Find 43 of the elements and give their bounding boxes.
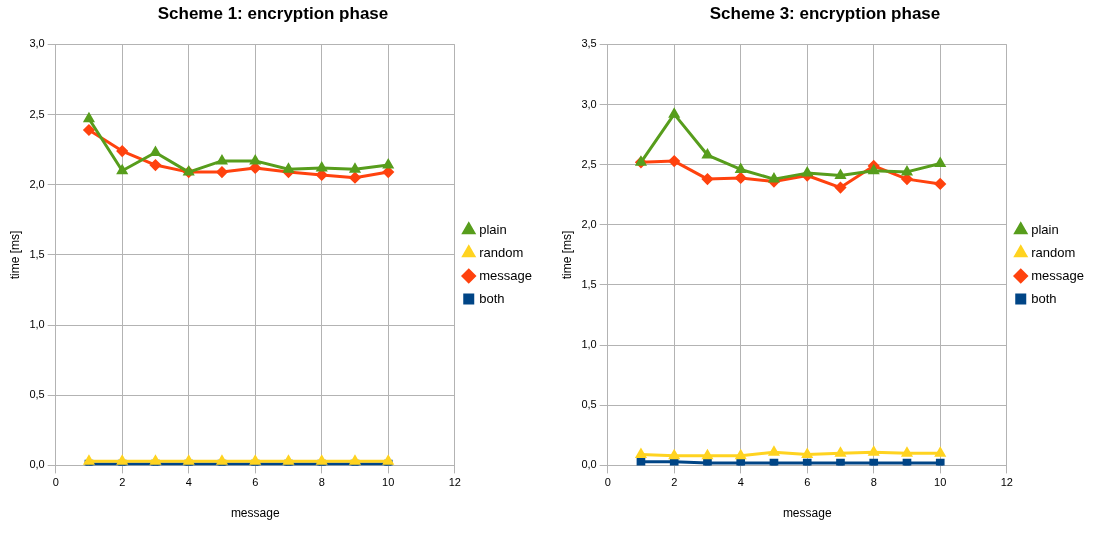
y-tick-label: 0,5 bbox=[29, 388, 45, 401]
legend-label: plain bbox=[479, 221, 507, 237]
y-tick-label: 2,5 bbox=[29, 107, 45, 120]
x-tick-label: 10 bbox=[934, 476, 947, 489]
y-tick-label: 0,5 bbox=[581, 398, 597, 411]
y-tick-label: 0,0 bbox=[29, 458, 45, 471]
x-axis-title: message bbox=[782, 506, 832, 521]
y-tick-label: 1,0 bbox=[29, 318, 45, 331]
legend-label: message bbox=[1031, 267, 1084, 283]
legend-label: plain bbox=[1031, 221, 1059, 237]
legend-label: both bbox=[1031, 290, 1057, 306]
x-tick-label: 6 bbox=[804, 476, 811, 489]
legend-label: message bbox=[479, 267, 532, 283]
y-tick-label: 0,0 bbox=[581, 458, 597, 471]
y-tick-label: 3,0 bbox=[29, 37, 45, 50]
y-tick-label: 3,5 bbox=[581, 37, 597, 50]
y-tick-label: 1,5 bbox=[29, 247, 45, 260]
y-axis-title: time [ms] bbox=[7, 230, 22, 280]
x-tick-label: 8 bbox=[870, 476, 877, 489]
y-tick-label: 2,5 bbox=[581, 157, 597, 170]
y-tick-label: 2,0 bbox=[29, 177, 45, 190]
x-tick-label: 2 bbox=[671, 476, 678, 489]
x-tick-label: 12 bbox=[1000, 476, 1013, 489]
legend-label: both bbox=[479, 290, 505, 306]
legend-label: random bbox=[479, 244, 524, 260]
x-tick-label: 0 bbox=[52, 476, 59, 489]
x-tick-label: 2 bbox=[119, 476, 126, 489]
x-tick-label: 4 bbox=[185, 476, 192, 489]
y-tick-label: 1,0 bbox=[581, 338, 597, 351]
y-tick-label: 2,0 bbox=[581, 217, 597, 230]
y-axis-title: time [ms] bbox=[559, 230, 574, 280]
y-tick-label: 3,0 bbox=[581, 97, 597, 110]
x-tick-label: 12 bbox=[448, 476, 461, 489]
y-tick-label: 1,5 bbox=[581, 278, 597, 290]
legend-label: random bbox=[1031, 244, 1076, 260]
x-tick-label: 10 bbox=[382, 476, 395, 489]
x-tick-label: 0 bbox=[604, 476, 611, 489]
x-tick-label: 6 bbox=[252, 476, 259, 489]
x-axis-title: message bbox=[230, 506, 280, 521]
x-tick-label: 4 bbox=[737, 476, 744, 489]
chart-title: Scheme 1: encryption phase bbox=[157, 3, 389, 23]
x-tick-label: 8 bbox=[318, 476, 325, 489]
chart-title: Scheme 3: encryption phase bbox=[709, 3, 941, 23]
